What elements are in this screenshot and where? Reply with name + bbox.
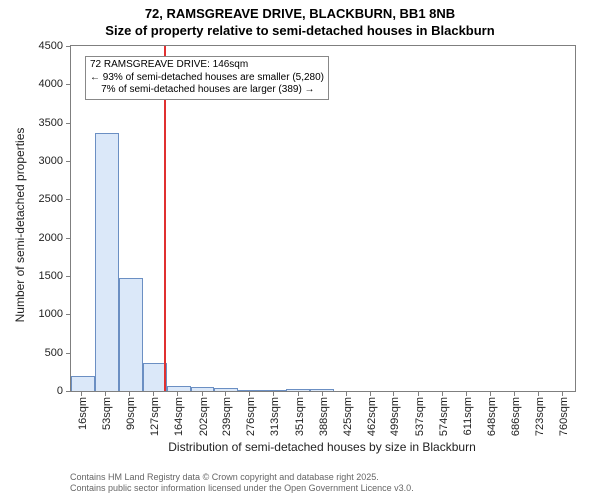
xtick xyxy=(393,391,394,396)
xtick-label: 425sqm xyxy=(342,397,354,436)
xtick-label: 537sqm xyxy=(414,397,426,436)
histogram-bar xyxy=(167,386,191,391)
xtick xyxy=(346,391,347,396)
xtick-label: 499sqm xyxy=(389,397,401,436)
xtick xyxy=(273,391,274,396)
y-axis-label: Number of semi-detached properties xyxy=(13,127,27,322)
xtick-label: 611sqm xyxy=(462,397,474,435)
xtick xyxy=(105,391,106,396)
xtick xyxy=(490,391,491,396)
xtick-label: 313sqm xyxy=(269,397,281,436)
xtick xyxy=(81,391,82,396)
xtick xyxy=(177,391,178,396)
annot-line2: ← 93% of semi-detached houses are smalle… xyxy=(90,72,324,83)
xtick xyxy=(202,391,203,396)
ytick-label: 1500 xyxy=(39,270,71,282)
xtick xyxy=(466,391,467,396)
footer-line2: Contains public sector information licen… xyxy=(70,483,414,493)
xtick xyxy=(538,391,539,396)
xtick xyxy=(153,391,154,396)
xtick-label: 164sqm xyxy=(173,397,185,436)
ytick-label: 1000 xyxy=(39,308,71,320)
xtick-label: 388sqm xyxy=(318,397,330,436)
ytick-label: 500 xyxy=(45,347,71,359)
xtick-label: 760sqm xyxy=(558,397,570,436)
xtick-label: 351sqm xyxy=(294,397,306,436)
ytick-label: 3000 xyxy=(39,155,71,167)
xtick-label: 16sqm xyxy=(77,397,89,430)
xtick xyxy=(129,391,130,396)
xtick xyxy=(442,391,443,396)
xtick-label: 239sqm xyxy=(221,397,233,436)
ytick-label: 0 xyxy=(57,385,71,397)
ytick-label: 4000 xyxy=(39,78,71,90)
xtick xyxy=(322,391,323,396)
xtick-label: 127sqm xyxy=(149,397,161,436)
xtick-label: 53sqm xyxy=(101,397,113,430)
histogram-chart: 0 500 1000 1500 2000 2500 3000 3500 4000 4500 16sq… xyxy=(0,0,600,500)
histogram-bar xyxy=(143,363,167,391)
ytick-label: 4500 xyxy=(39,40,71,52)
ytick-label: 3500 xyxy=(39,117,71,129)
x-axis-label: Distribution of semi-detached houses by … xyxy=(168,440,476,454)
xtick xyxy=(225,391,226,396)
xtick xyxy=(249,391,250,396)
plot-area: 05001000150020002500300035004000450016sq… xyxy=(70,45,576,392)
xtick xyxy=(418,391,419,396)
xtick-label: 90sqm xyxy=(125,397,137,430)
histogram-bar xyxy=(95,133,119,391)
xtick-label: 202sqm xyxy=(198,397,210,436)
xtick-label: 723sqm xyxy=(534,397,546,436)
xtick-label: 648sqm xyxy=(486,397,498,436)
xtick-label: 276sqm xyxy=(245,397,257,436)
histogram-bar xyxy=(119,278,143,391)
ytick-label: 2000 xyxy=(39,232,71,244)
xtick xyxy=(562,391,563,396)
xtick-label: 686sqm xyxy=(510,397,522,436)
xtick xyxy=(298,391,299,396)
xtick-label: 574sqm xyxy=(438,397,450,436)
annot-line1: 72 RAMSGREAVE DRIVE: 146sqm xyxy=(90,59,248,70)
footer-line1: Contains HM Land Registry data © Crown c… xyxy=(70,472,379,482)
annot-line3: 7% of semi-detached houses are larger (3… xyxy=(90,84,315,95)
annotation-box: 72 RAMSGREAVE DRIVE: 146sqm ← 93% of semi… xyxy=(85,56,329,100)
histogram-bar xyxy=(71,376,95,391)
xtick xyxy=(514,391,515,396)
footer-attribution: Contains HM Land Registry data © Crown c… xyxy=(70,472,414,495)
xtick xyxy=(370,391,371,396)
ytick-label: 2500 xyxy=(39,193,71,205)
xtick-label: 462sqm xyxy=(366,397,378,436)
